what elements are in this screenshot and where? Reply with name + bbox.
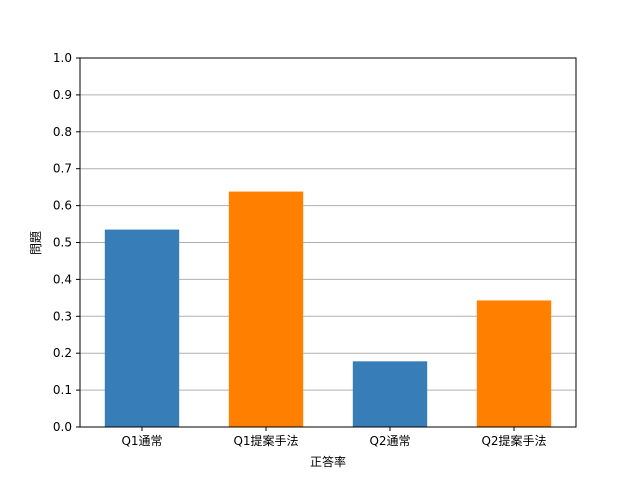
- x-tick-label: Q1通常: [121, 434, 162, 448]
- y-tick-label: 0.0: [53, 420, 72, 434]
- bar-3: [352, 361, 428, 427]
- y-axis-label: 問題: [29, 231, 43, 255]
- x-tick-label: Q2提案手法: [481, 433, 546, 448]
- x-tick-label: Q1提案手法: [233, 433, 298, 448]
- y-tick-label: 0.2: [53, 346, 72, 360]
- x-tick-label: Q2通常: [369, 434, 410, 448]
- bar-2: [228, 191, 304, 427]
- x-axis-ticks: Q1通常 Q1提案手法 Q2通常 Q2提案手法: [121, 427, 547, 448]
- y-tick-label: 1.0: [53, 51, 72, 65]
- bars: [104, 191, 552, 427]
- bar-4: [476, 300, 552, 427]
- y-tick-label: 0.7: [53, 162, 72, 176]
- y-tick-label: 0.8: [53, 125, 72, 139]
- y-tick-label: 0.9: [53, 88, 72, 102]
- bar-1: [104, 229, 180, 427]
- y-axis-ticks: 0.0 0.1 0.2 0.3 0.4 0.5 0.6 0.7 0.8 0.9 1.0: [53, 51, 80, 434]
- y-tick-label: 0.5: [53, 236, 72, 250]
- x-axis-label: 正答率: [310, 454, 346, 469]
- y-tick-label: 0.1: [53, 383, 72, 397]
- y-tick-label: 0.3: [53, 309, 72, 323]
- y-tick-label: 0.6: [53, 199, 72, 213]
- y-tick-label: 0.4: [53, 272, 72, 286]
